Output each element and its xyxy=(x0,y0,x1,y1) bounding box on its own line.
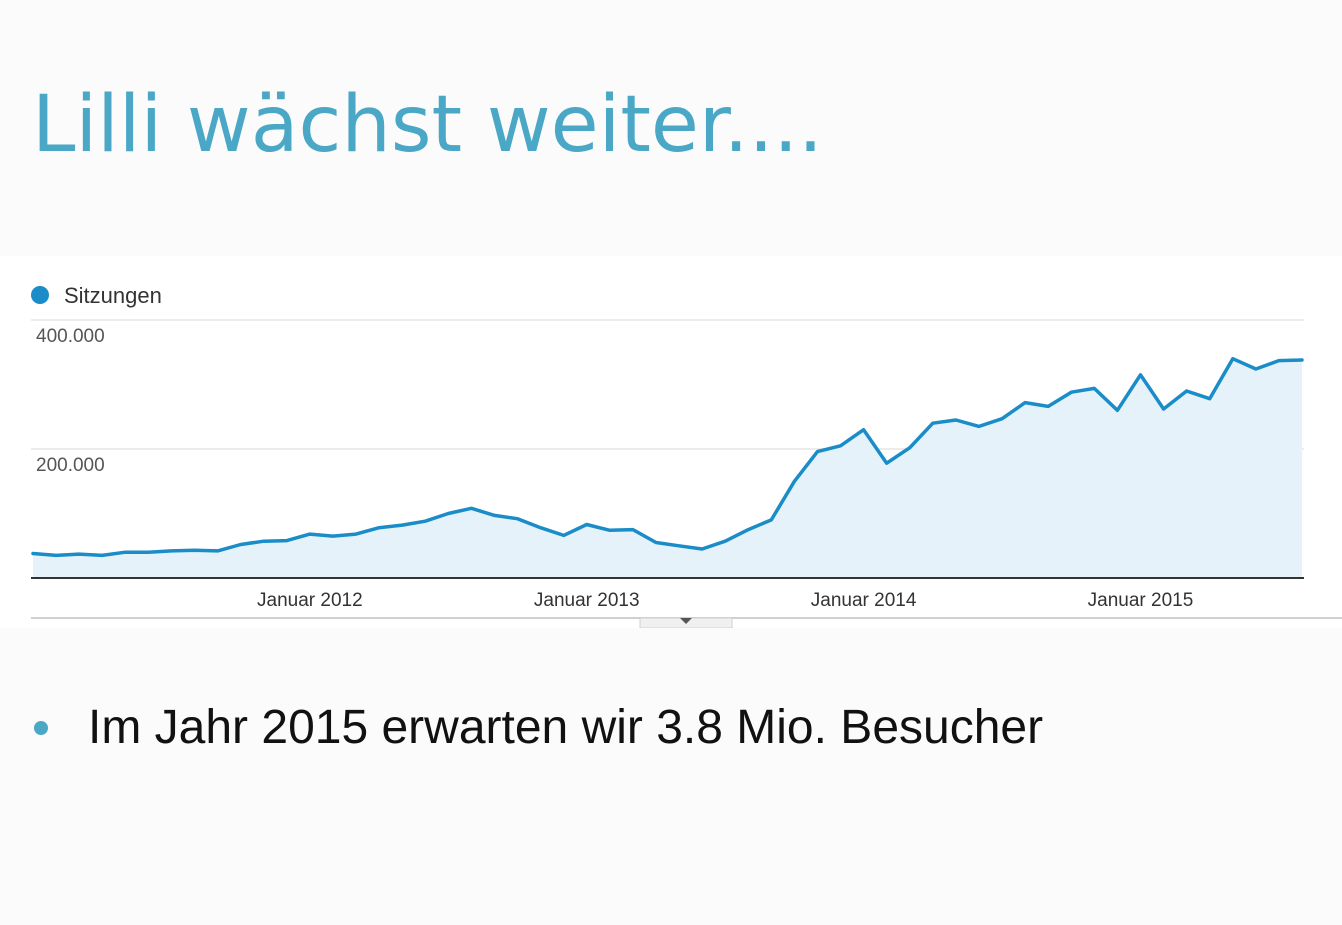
bullet-dot-icon xyxy=(34,720,48,735)
series-line xyxy=(31,356,1304,558)
chevron-down-icon[interactable] xyxy=(680,618,692,624)
x-tick-label: Januar 2013 xyxy=(534,590,640,611)
x-tick-label: Januar 2015 xyxy=(1088,590,1194,611)
chart-panel: 200.000 400.000 Januar 2012 Januar 2013 Jan… xyxy=(0,256,1342,628)
y-tick-label: 400.000 xyxy=(36,326,105,347)
legend: Sitzungen xyxy=(31,283,162,308)
x-tick-label: Januar 2012 xyxy=(257,590,363,611)
y-tick-label: 200.000 xyxy=(36,455,105,476)
legend-label: Sitzungen xyxy=(64,283,162,308)
slide-title: Lilli wächst weiter.... xyxy=(32,80,823,170)
legend-dot xyxy=(31,286,49,304)
bullet-text: Im Jahr 2015 erwarten wir 3.8 Mio. Besuc… xyxy=(88,701,1044,754)
x-tick-label: Januar 2014 xyxy=(811,590,917,611)
y-axis-ticks: 200.000 400.000 xyxy=(36,326,105,476)
bullet-item: Im Jahr 2015 erwarten wir 3.8 Mio. Besuc… xyxy=(34,700,1043,755)
x-axis-ticks: Januar 2012 Januar 2013 Januar 2014 Januar … xyxy=(257,590,1193,611)
series-area xyxy=(33,358,1302,578)
